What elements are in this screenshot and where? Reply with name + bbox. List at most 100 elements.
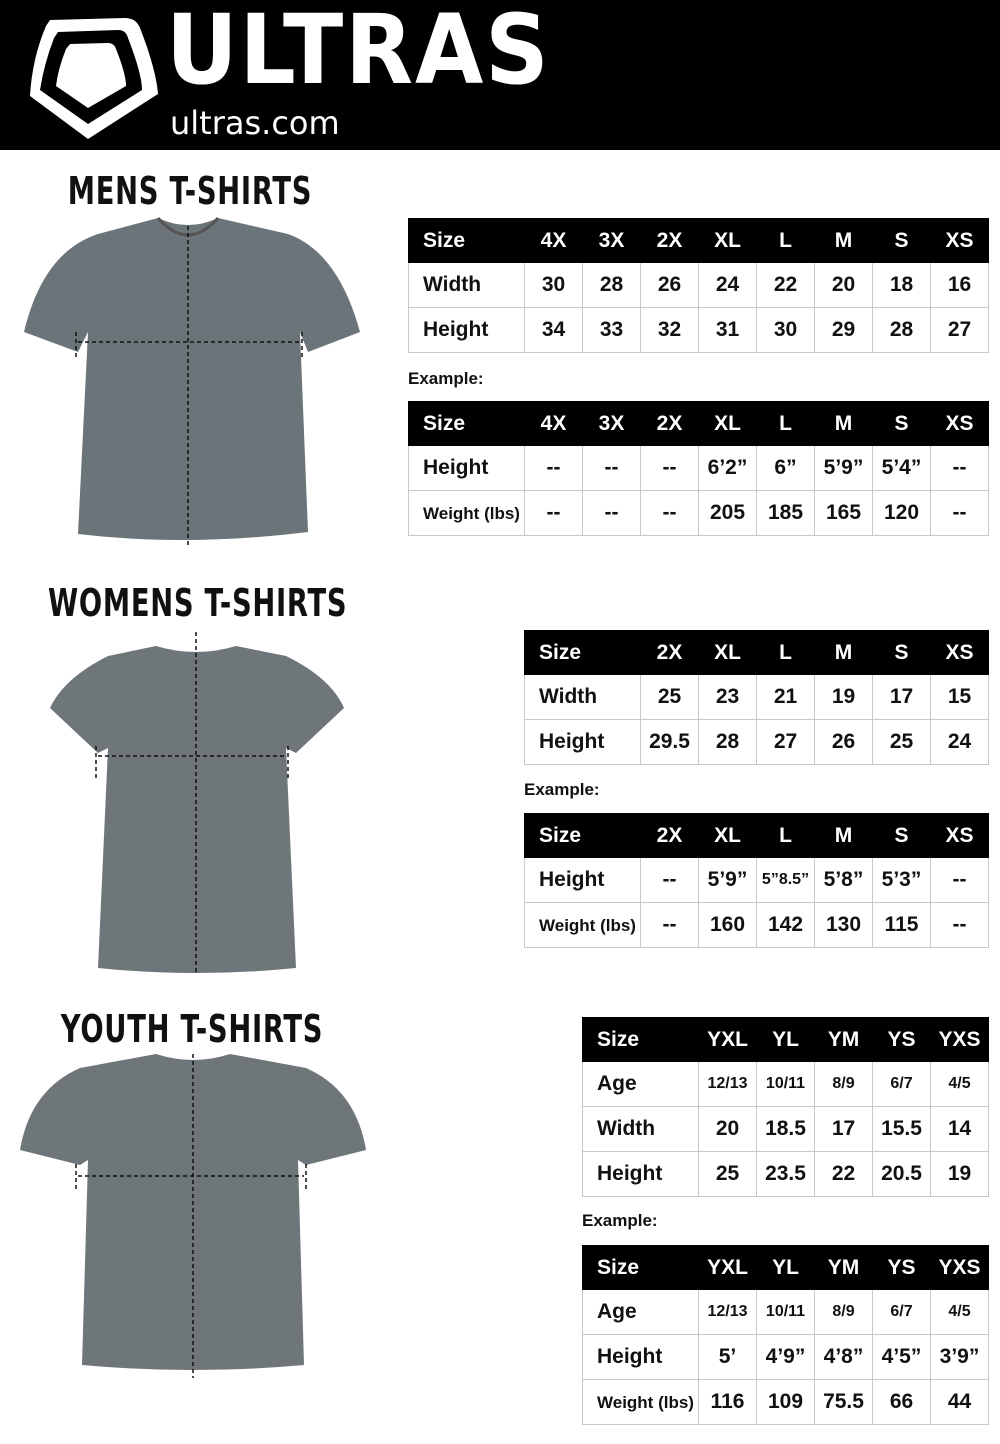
table-cell: YM xyxy=(814,1017,873,1062)
table-row: Height 5’ 4’9” 4’8” 4’5” 3’9” xyxy=(582,1334,989,1380)
table-row: Width 25 23 21 19 17 15 xyxy=(524,674,989,720)
table-cell: 24 xyxy=(930,719,989,765)
table-cell: 21 xyxy=(756,674,815,720)
womens-size-table: Size 2X XL L M S XS Width 25 23 21 19 17 15 Height 29.5… xyxy=(524,630,989,765)
table-cell: -- xyxy=(640,902,699,948)
womens-example-table: Size 2X XL L M S XS Height -- 5’9” 5”8.5” 5’8” 5’3” -… xyxy=(524,813,989,948)
table-cell: 30 xyxy=(524,262,583,308)
table-cell: 15.5 xyxy=(872,1106,931,1152)
youth-size-table: Size YXL YL YM YS YXS Age 12/13 10/11 8/9 6/7 4/5 Wi… xyxy=(582,1017,989,1197)
womens-tshirt-image xyxy=(50,632,344,973)
table-cell: XS xyxy=(930,401,989,446)
table-cell: 4/5 xyxy=(930,1289,989,1335)
table-cell: 25 xyxy=(872,719,931,765)
ultras-shield-logo xyxy=(30,18,158,139)
row-label: Size xyxy=(524,813,641,858)
youth-title: YOUTH T-SHIRTS xyxy=(60,1007,324,1051)
table-cell: 12/13 xyxy=(698,1061,757,1107)
table-cell: 4’5” xyxy=(872,1334,931,1380)
table-cell: 4’8” xyxy=(814,1334,873,1380)
table-row: Height -- 5’9” 5”8.5” 5’8” 5’3” -- xyxy=(524,857,989,903)
table-cell: 27 xyxy=(930,307,989,353)
table-cell: 14 xyxy=(930,1106,989,1152)
table-cell: 2X xyxy=(640,218,699,263)
table-cell: 5’4” xyxy=(872,445,931,491)
table-cell: -- xyxy=(582,445,641,491)
table-cell: 10/11 xyxy=(756,1289,815,1335)
table-cell: L xyxy=(756,218,815,263)
table-cell: XS xyxy=(930,630,989,675)
table-row: Size YXL YL YM YS YXS xyxy=(582,1017,989,1062)
table-cell: 66 xyxy=(872,1379,931,1425)
table-cell: -- xyxy=(930,445,989,491)
table-cell: 6/7 xyxy=(872,1061,931,1107)
table-cell: 3’9” xyxy=(930,1334,989,1380)
table-cell: 29.5 xyxy=(640,719,699,765)
table-cell: -- xyxy=(640,857,699,903)
table-cell: YXS xyxy=(930,1017,989,1062)
table-cell: 28 xyxy=(582,262,641,308)
table-cell: 22 xyxy=(756,262,815,308)
table-cell: -- xyxy=(582,490,641,536)
table-cell: 5’9” xyxy=(698,857,757,903)
table-row: Width 30 28 26 24 22 20 18 16 xyxy=(408,262,989,308)
table-cell: M xyxy=(814,630,873,675)
womens-title: WOMENS T-SHIRTS xyxy=(48,581,348,625)
table-cell: 28 xyxy=(698,719,757,765)
table-cell: 6/7 xyxy=(872,1289,931,1335)
table-cell: 32 xyxy=(640,307,699,353)
brand-name: ULTRAS xyxy=(166,0,551,106)
womens-example-label: Example: xyxy=(524,780,600,799)
table-cell: XL xyxy=(698,813,757,858)
table-cell: 5’3” xyxy=(872,857,931,903)
table-cell: 142 xyxy=(756,902,815,948)
row-label: Height xyxy=(524,857,641,903)
table-cell: 44 xyxy=(930,1379,989,1425)
table-cell: 23.5 xyxy=(756,1151,815,1197)
table-cell: 25 xyxy=(640,674,699,720)
mens-size-table: Size 4X 3X 2X XL L M S XS Width 30 28 26 24 22 20 18 16 He… xyxy=(408,218,989,353)
table-cell: 18.5 xyxy=(756,1106,815,1152)
table-cell: XL xyxy=(698,218,757,263)
row-label: Weight (lbs) xyxy=(408,490,525,536)
table-cell: 75.5 xyxy=(814,1379,873,1425)
table-cell: 5’8” xyxy=(814,857,873,903)
table-cell: 20.5 xyxy=(872,1151,931,1197)
table-cell: 4’9” xyxy=(756,1334,815,1380)
row-label: Height xyxy=(408,445,525,491)
table-cell: S xyxy=(872,813,931,858)
table-cell: 8/9 xyxy=(814,1061,873,1107)
table-row: Size YXL YL YM YS YXS xyxy=(582,1245,989,1290)
table-cell: 4X xyxy=(524,218,583,263)
table-cell: 33 xyxy=(582,307,641,353)
row-label: Width xyxy=(408,262,525,308)
table-cell: 2X xyxy=(640,401,699,446)
table-cell: YL xyxy=(756,1017,815,1062)
table-row: Height 25 23.5 22 20.5 19 xyxy=(582,1151,989,1197)
row-label: Width xyxy=(524,674,641,720)
table-cell: 12/13 xyxy=(698,1289,757,1335)
table-row: Weight (lbs) -- -- -- 205 185 165 120 -- xyxy=(408,490,989,536)
youth-example-label: Example: xyxy=(582,1211,658,1230)
table-cell: 3X xyxy=(582,218,641,263)
table-cell: YXS xyxy=(930,1245,989,1290)
table-cell: -- xyxy=(640,490,699,536)
table-cell: L xyxy=(756,630,815,675)
table-cell: 8/9 xyxy=(814,1289,873,1335)
table-cell: 205 xyxy=(698,490,757,536)
youth-example-table: Size YXL YL YM YS YXS Age 12/13 10/11 8/9 6/7 4/5 He… xyxy=(582,1245,989,1425)
table-cell: 24 xyxy=(698,262,757,308)
table-cell: 23 xyxy=(698,674,757,720)
table-row: Age 12/13 10/11 8/9 6/7 4/5 xyxy=(582,1289,989,1335)
table-cell: L xyxy=(756,401,815,446)
table-cell: 31 xyxy=(698,307,757,353)
table-row: Height 34 33 32 31 30 29 28 27 xyxy=(408,307,989,353)
table-row: Size 4X 3X 2X XL L M S XS xyxy=(408,218,989,263)
table-cell: 130 xyxy=(814,902,873,948)
mens-tshirt-image xyxy=(24,217,360,546)
table-cell: -- xyxy=(930,490,989,536)
table-cell: M xyxy=(814,401,873,446)
mens-example-table: Size 4X 3X 2X XL L M S XS Height -- -- -- 6’2” 6” 5’9” 5… xyxy=(408,401,989,536)
table-cell: -- xyxy=(524,445,583,491)
table-cell: YXL xyxy=(698,1017,757,1062)
